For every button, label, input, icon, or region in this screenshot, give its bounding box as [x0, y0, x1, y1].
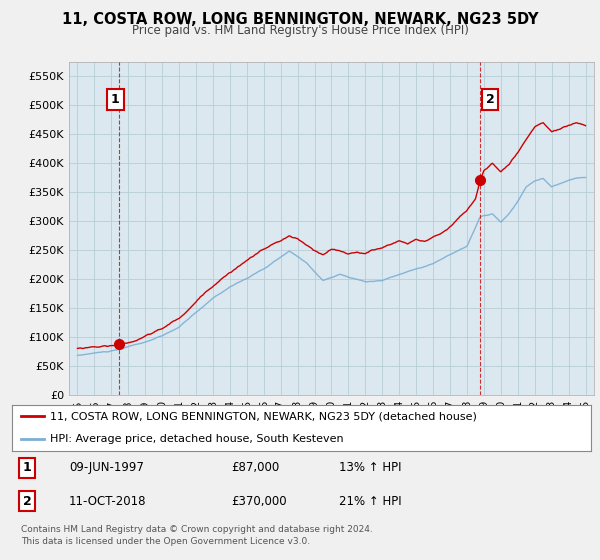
Text: 11, COSTA ROW, LONG BENNINGTON, NEWARK, NG23 5DY: 11, COSTA ROW, LONG BENNINGTON, NEWARK, …: [62, 12, 538, 27]
Text: 11-OCT-2018: 11-OCT-2018: [69, 494, 146, 508]
Text: 21% ↑ HPI: 21% ↑ HPI: [339, 494, 401, 508]
Text: Price paid vs. HM Land Registry's House Price Index (HPI): Price paid vs. HM Land Registry's House …: [131, 24, 469, 37]
Text: 13% ↑ HPI: 13% ↑ HPI: [339, 461, 401, 474]
Text: 2: 2: [486, 93, 495, 106]
Text: 11, COSTA ROW, LONG BENNINGTON, NEWARK, NG23 5DY (detached house): 11, COSTA ROW, LONG BENNINGTON, NEWARK, …: [50, 412, 476, 421]
Text: HPI: Average price, detached house, South Kesteven: HPI: Average price, detached house, Sout…: [50, 435, 343, 444]
Text: £370,000: £370,000: [231, 494, 287, 508]
Text: £87,000: £87,000: [231, 461, 279, 474]
Text: Contains HM Land Registry data © Crown copyright and database right 2024.
This d: Contains HM Land Registry data © Crown c…: [21, 525, 373, 546]
Text: 1: 1: [23, 461, 31, 474]
Text: 1: 1: [111, 93, 120, 106]
Text: 09-JUN-1997: 09-JUN-1997: [69, 461, 144, 474]
Text: 2: 2: [23, 494, 31, 508]
